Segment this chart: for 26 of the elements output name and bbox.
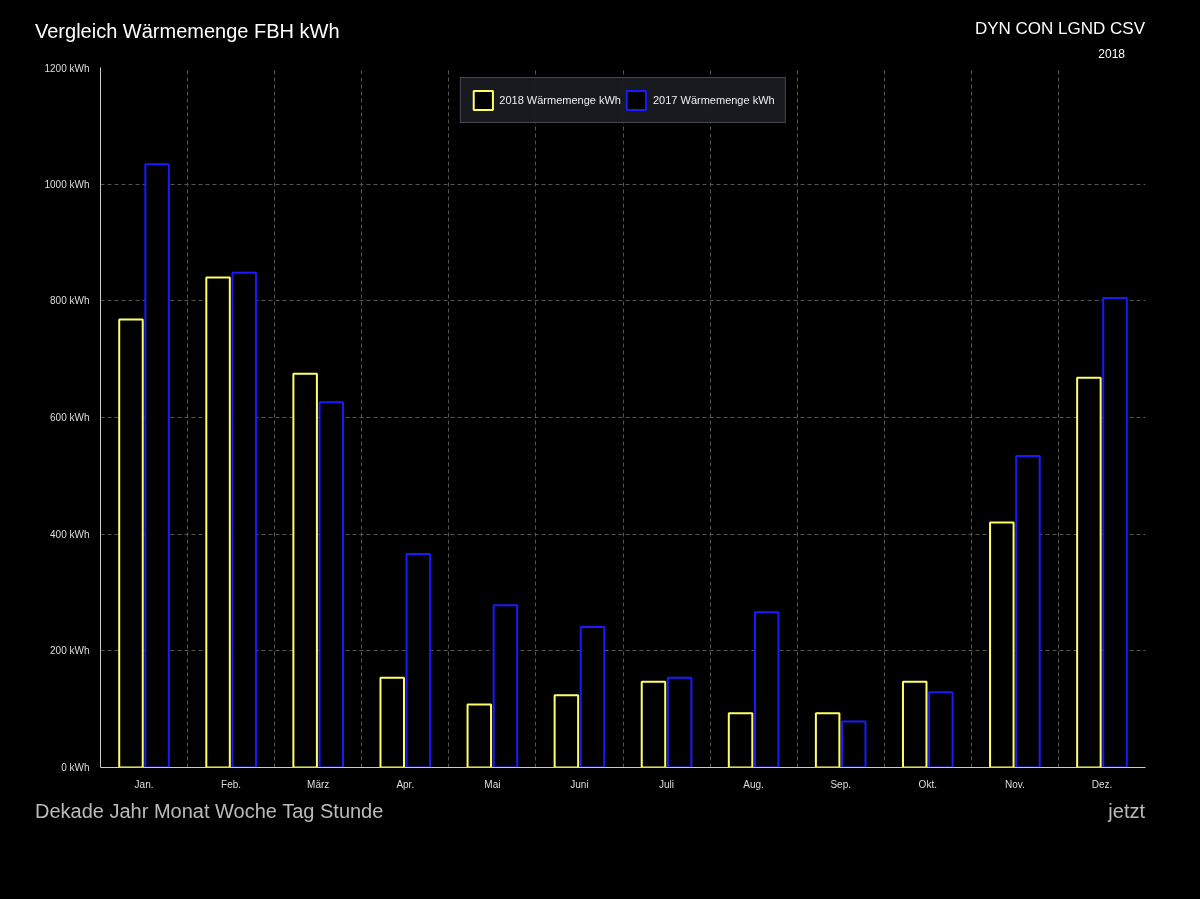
x-tick-label: Nov. xyxy=(1004,778,1025,790)
x-tick-label: März xyxy=(307,778,330,790)
legend-label: 2017 Wärmemenge kWh xyxy=(653,94,775,106)
text: 2018 xyxy=(1097,45,1125,63)
y-tick-label: 1000 kWh xyxy=(44,178,90,190)
x-tick-label: Juli xyxy=(659,778,675,790)
x-tick-label: Aug. xyxy=(743,778,764,790)
text: jetzt xyxy=(1108,799,1145,824)
x-tick-label: Okt. xyxy=(918,778,937,790)
x-tick-label: Feb. xyxy=(221,778,242,790)
y-tick-label: 1200 kWh xyxy=(44,62,90,74)
x-tick-label: Juni xyxy=(570,778,589,790)
y-tick-label: 600 kWh xyxy=(50,412,90,423)
x-tick-label: Mai xyxy=(484,778,501,790)
x-tick-label: Jan. xyxy=(134,778,154,790)
x-tick-label: Apr. xyxy=(396,778,415,790)
chart-title: Vergleich Wärmemenge FBH kWh xyxy=(35,19,340,44)
text: Dekade Jahr Monat Woche Tag Stunde xyxy=(35,799,384,824)
y-tick-label: 200 kWh xyxy=(50,645,90,657)
y-tick-label: 800 kWh xyxy=(50,295,90,307)
x-tick-label: Dez. xyxy=(1091,778,1113,790)
text: DYN CON LGND CSV xyxy=(974,18,1145,40)
y-tick-label: 400 kWh xyxy=(50,528,90,540)
y-tick-label: 0 kWh xyxy=(61,762,90,773)
x-tick-label: Sep. xyxy=(830,778,851,790)
legend-label: 2018 Wärmemenge kWh xyxy=(499,94,621,106)
